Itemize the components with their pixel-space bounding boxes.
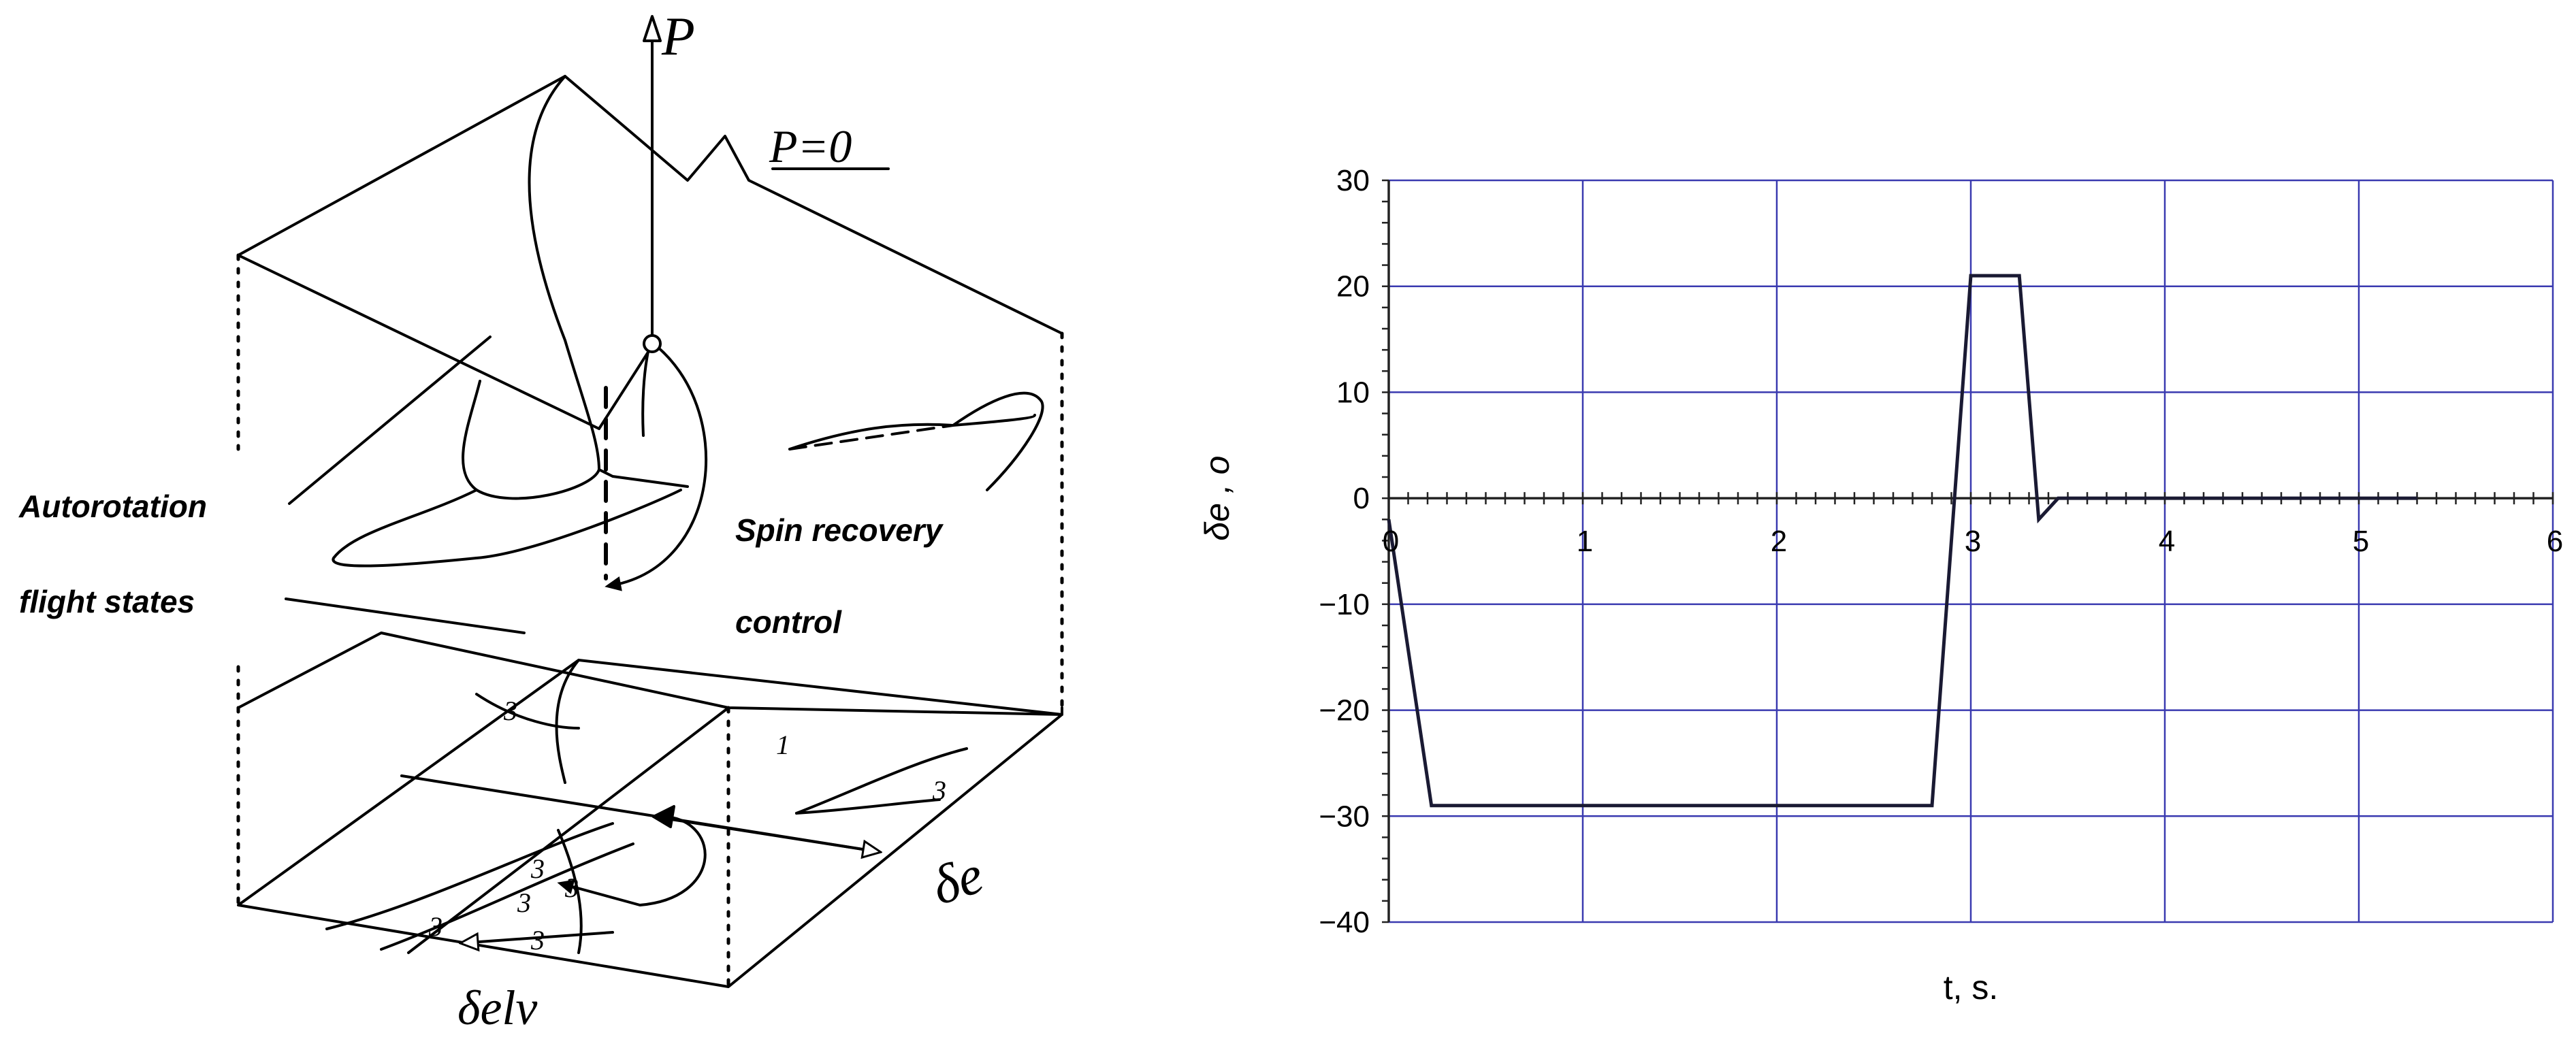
branch-mark: 3 [564, 872, 579, 903]
spin-recovery-label-line2: control [735, 604, 842, 640]
bifurcation-point [644, 335, 660, 352]
branch-mark: 3 [530, 925, 545, 955]
p-axis-label: P [661, 7, 695, 67]
x-tick-label: 2 [1771, 525, 1787, 558]
x-tick-label: 6 [2547, 525, 2563, 558]
branch-mark: 3 [530, 853, 545, 884]
series-line [1389, 276, 2417, 806]
y-tick-label: −30 [1319, 800, 1370, 833]
y-axis-title: δe , o [1198, 456, 1236, 541]
bifurcation-surface-figure: P P=0 Autorotation flight states Spin re… [0, 0, 1157, 1045]
y-tick-label: 20 [1336, 270, 1370, 304]
branch-mark: 3 [428, 911, 442, 942]
chart-series [1389, 276, 2417, 806]
y-tick-label: −10 [1319, 588, 1370, 621]
y-tick-label: 10 [1336, 376, 1370, 409]
branch-mark: 1 [776, 730, 790, 760]
x-tick-label: 3 [1965, 525, 1981, 558]
y-tick-label: −40 [1319, 906, 1370, 939]
delta-elv-label: δelv [457, 981, 537, 1035]
spin-recovery-label-line1: Spin recovery [735, 512, 944, 548]
y-tick-label: −20 [1319, 694, 1370, 727]
x-axis-title: t, s. [1944, 968, 1999, 1006]
y-tick-label: 0 [1353, 482, 1370, 515]
elevator-time-history-chart: 30 20 10 0 −10 −20 −30 −40 0 1 2 3 4 5 6 t, s. δe , o [1157, 0, 2576, 1045]
branch-mark: 3 [517, 887, 531, 918]
x-tick-label: 1 [1577, 525, 1593, 558]
autorotation-label-line1: Autorotation [18, 489, 207, 524]
recovery-arrow [613, 344, 706, 585]
upper-surface-edge [238, 76, 1062, 333]
control-plane [238, 660, 1062, 987]
x-tick-label: 0 [1383, 525, 1399, 558]
x-tick-label: 4 [2159, 525, 2175, 558]
y-tick-label: 30 [1336, 164, 1370, 197]
branch-mark: 3 [932, 775, 946, 806]
p-zero-label: P=0 [769, 120, 852, 172]
branch-mark: 3 [503, 695, 517, 726]
p-axis-arrowhead [644, 16, 660, 41]
delta-e-label: δe [924, 845, 990, 917]
x-tick-label: 5 [2353, 525, 2369, 558]
autorotation-label-line2: flight states [19, 584, 195, 619]
